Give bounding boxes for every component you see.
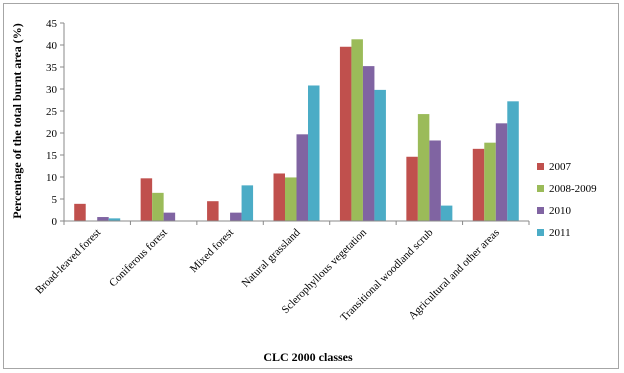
legend-swatch bbox=[537, 207, 544, 214]
x-category-label: Mixed forest bbox=[188, 227, 236, 275]
x-axis-title: CLC 2000 classes bbox=[263, 350, 353, 364]
legend: 2007 2008-2009 2010 2011 bbox=[537, 161, 597, 239]
y-tick-label: 40 bbox=[46, 40, 58, 52]
bar-2007-3 bbox=[273, 173, 285, 221]
bar-2011-0 bbox=[108, 218, 121, 221]
bar-2010-0 bbox=[97, 217, 109, 221]
legend-label: 2011 bbox=[549, 227, 571, 239]
bar-2008-2009-1 bbox=[152, 192, 164, 221]
x-category-label: Broad-leaved forest bbox=[33, 227, 103, 297]
legend-label: 2010 bbox=[549, 205, 572, 217]
y-tick-label: 30 bbox=[46, 84, 58, 96]
bars bbox=[74, 39, 519, 222]
y-tick-label: 45 bbox=[46, 18, 58, 30]
y-tick-label: 0 bbox=[52, 216, 58, 228]
legend-label: 2007 bbox=[549, 161, 572, 173]
bar-chart: 0 5 10 15 20 25 30 35 40 45 Broad-leaved forest Co… bbox=[10, 18, 597, 364]
bar-2008-2009-3 bbox=[285, 177, 297, 221]
x-axis-category-labels: Broad-leaved forest Coniferous forest Mixe… bbox=[33, 226, 502, 324]
bar-2008-2009-6 bbox=[484, 142, 496, 221]
bar-2007-1 bbox=[140, 178, 153, 221]
bar-2007-0 bbox=[74, 203, 86, 221]
legend-swatch bbox=[537, 229, 544, 236]
legend-swatch bbox=[537, 163, 544, 170]
bar-2010-4 bbox=[362, 66, 375, 221]
bar-2007-2 bbox=[207, 201, 219, 221]
y-tick-label: 20 bbox=[46, 128, 58, 140]
bar-2007-6 bbox=[472, 148, 485, 221]
bar-2011-2 bbox=[241, 185, 254, 221]
bar-2007-4 bbox=[339, 46, 352, 222]
y-axis-ticks: 0 5 10 15 20 25 30 35 40 45 bbox=[46, 18, 64, 228]
y-tick-label: 5 bbox=[52, 194, 58, 206]
legend-swatch bbox=[537, 185, 544, 192]
y-axis-title: Percentage of the total burnt area (%) bbox=[10, 23, 24, 219]
x-category-label: Coniferous forest bbox=[107, 227, 170, 290]
y-tick-label: 25 bbox=[46, 106, 58, 118]
bar-2011-4 bbox=[374, 89, 386, 221]
bar-2010-1 bbox=[163, 212, 176, 221]
bar-2007-5 bbox=[406, 156, 418, 221]
bar-2010-5 bbox=[429, 140, 441, 221]
bar-2008-2009-5 bbox=[417, 114, 430, 221]
bar-2011-5 bbox=[440, 205, 453, 221]
axes bbox=[63, 23, 530, 225]
legend-label: 2008-2009 bbox=[549, 183, 597, 195]
bar-2010-6 bbox=[495, 123, 508, 221]
y-tick-label: 10 bbox=[46, 172, 58, 184]
bar-2011-3 bbox=[308, 85, 320, 221]
bar-2008-2009-4 bbox=[351, 39, 363, 221]
y-tick-label: 15 bbox=[46, 150, 58, 162]
x-category-label: Natural grassland bbox=[239, 226, 302, 289]
chart-frame: 0 5 10 15 20 25 30 35 40 45 Broad-leaved forest Co… bbox=[3, 3, 619, 369]
bar-2010-3 bbox=[296, 134, 308, 221]
bar-2011-6 bbox=[507, 101, 519, 221]
y-tick-label: 35 bbox=[46, 62, 58, 74]
bar-2010-2 bbox=[230, 212, 242, 221]
